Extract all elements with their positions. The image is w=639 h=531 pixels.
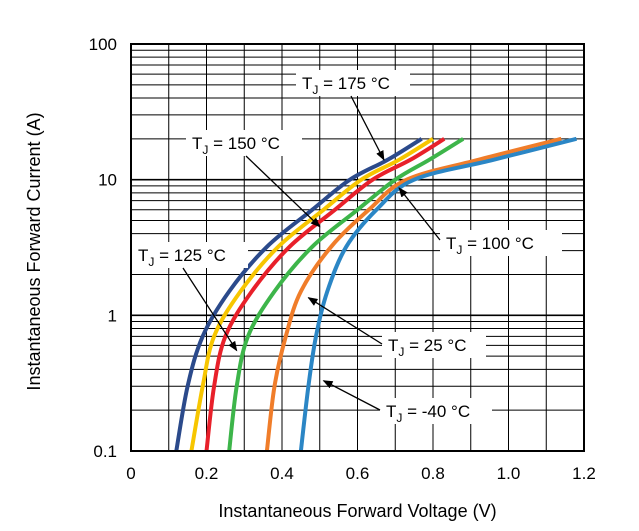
x-tick-labels: 0 0.2 0.4 0.6 0.8 1.0 1.2 — [126, 464, 596, 483]
y-tick-label: 10 — [98, 171, 117, 190]
x-tick-label: 0.2 — [195, 464, 219, 483]
annotation-arrow — [398, 187, 441, 241]
annotation-label: TJ = 125 °C — [138, 246, 226, 269]
annotation-3: TJ = 100 °C — [398, 187, 562, 257]
annotation-background — [382, 332, 486, 358]
annotation-label: TJ = 25 °C — [388, 336, 466, 359]
annotation-arrow — [350, 95, 385, 161]
annotation-background — [186, 130, 302, 156]
annotation-background — [380, 398, 492, 424]
y-axis-label: Instantaneous Forward Current (A) — [24, 112, 44, 390]
y-tick-labels: 0.1 1 10 100 — [89, 35, 117, 461]
x-tick-label: 0.4 — [270, 464, 294, 483]
annotation-label: TJ = -40 °C — [386, 402, 470, 425]
series-line-0 — [174, 137, 423, 452]
series-line-5 — [298, 136, 577, 452]
y-tick-label: 100 — [89, 35, 117, 54]
series-line-4 — [264, 136, 562, 452]
annotation-label: TJ = 150 °C — [192, 134, 280, 157]
annotation-4: TJ = 25 °C — [307, 297, 486, 359]
annotation-2: TJ = 125 °C — [132, 242, 248, 352]
series-line-3 — [227, 137, 465, 452]
annotation-arrow — [245, 155, 321, 228]
series-line-2 — [204, 137, 446, 452]
annotation-background — [132, 242, 248, 268]
annotation-0: TJ = 175 °C — [296, 70, 410, 161]
annotation-background — [296, 70, 410, 96]
annotation-arrow — [182, 267, 238, 352]
plot-frame — [130, 43, 585, 452]
x-tick-label: 0 — [126, 464, 135, 483]
y-tick-label: 0.1 — [93, 442, 117, 461]
x-axis-label: Instantaneous Forward Voltage (V) — [218, 501, 496, 521]
annotation-label: TJ = 100 °C — [446, 234, 534, 257]
x-tick-label: 0.6 — [346, 464, 370, 483]
y-tick-label: 1 — [108, 306, 117, 325]
series-lines — [174, 136, 577, 452]
annotation-5: TJ = -40 °C — [322, 380, 492, 425]
series-line-1 — [189, 137, 435, 452]
annotation-label: TJ = 175 °C — [302, 74, 390, 97]
annotation-background — [440, 230, 562, 256]
x-tick-label: 0.8 — [421, 464, 445, 483]
x-tick-label: 1.0 — [497, 464, 521, 483]
annotation-arrow — [322, 380, 381, 411]
annotation-1: TJ = 150 °C — [186, 130, 321, 228]
x-tick-label: 1.2 — [572, 464, 596, 483]
annotations: TJ = 175 °C TJ = 150 °C TJ = 125 °C TJ = 10… — [132, 70, 562, 425]
annotation-arrow — [307, 297, 383, 345]
